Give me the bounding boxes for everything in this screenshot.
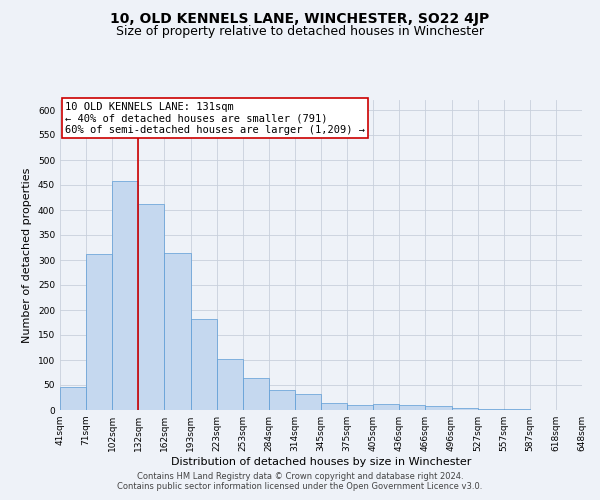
Bar [112, 180, 139, 410]
Text: 10 OLD KENNELS LANE: 131sqm
← 40% of detached houses are smaller (791)
60% of se: 10 OLD KENNELS LANE: 131sqm ← 40% of det… [65, 102, 365, 134]
Bar [86, 254, 112, 410]
Bar [191, 318, 217, 410]
Y-axis label: Number of detached properties: Number of detached properties [22, 168, 32, 342]
Bar [295, 394, 321, 410]
Bar [139, 204, 164, 410]
Bar [347, 404, 373, 410]
Bar [269, 390, 295, 410]
Text: Contains public sector information licensed under the Open Government Licence v3: Contains public sector information licen… [118, 482, 482, 491]
Bar [217, 359, 243, 410]
Bar [321, 402, 347, 410]
Bar [400, 405, 425, 410]
Text: 10, OLD KENNELS LANE, WINCHESTER, SO22 4JP: 10, OLD KENNELS LANE, WINCHESTER, SO22 4… [110, 12, 490, 26]
Bar [452, 408, 478, 410]
Bar [60, 386, 86, 410]
Bar [373, 404, 400, 410]
Text: Size of property relative to detached houses in Winchester: Size of property relative to detached ho… [116, 25, 484, 38]
X-axis label: Distribution of detached houses by size in Winchester: Distribution of detached houses by size … [171, 457, 471, 467]
Text: Contains HM Land Registry data © Crown copyright and database right 2024.: Contains HM Land Registry data © Crown c… [137, 472, 463, 481]
Bar [478, 408, 504, 410]
Bar [164, 253, 191, 410]
Bar [243, 378, 269, 410]
Bar [504, 409, 530, 410]
Bar [425, 406, 452, 410]
